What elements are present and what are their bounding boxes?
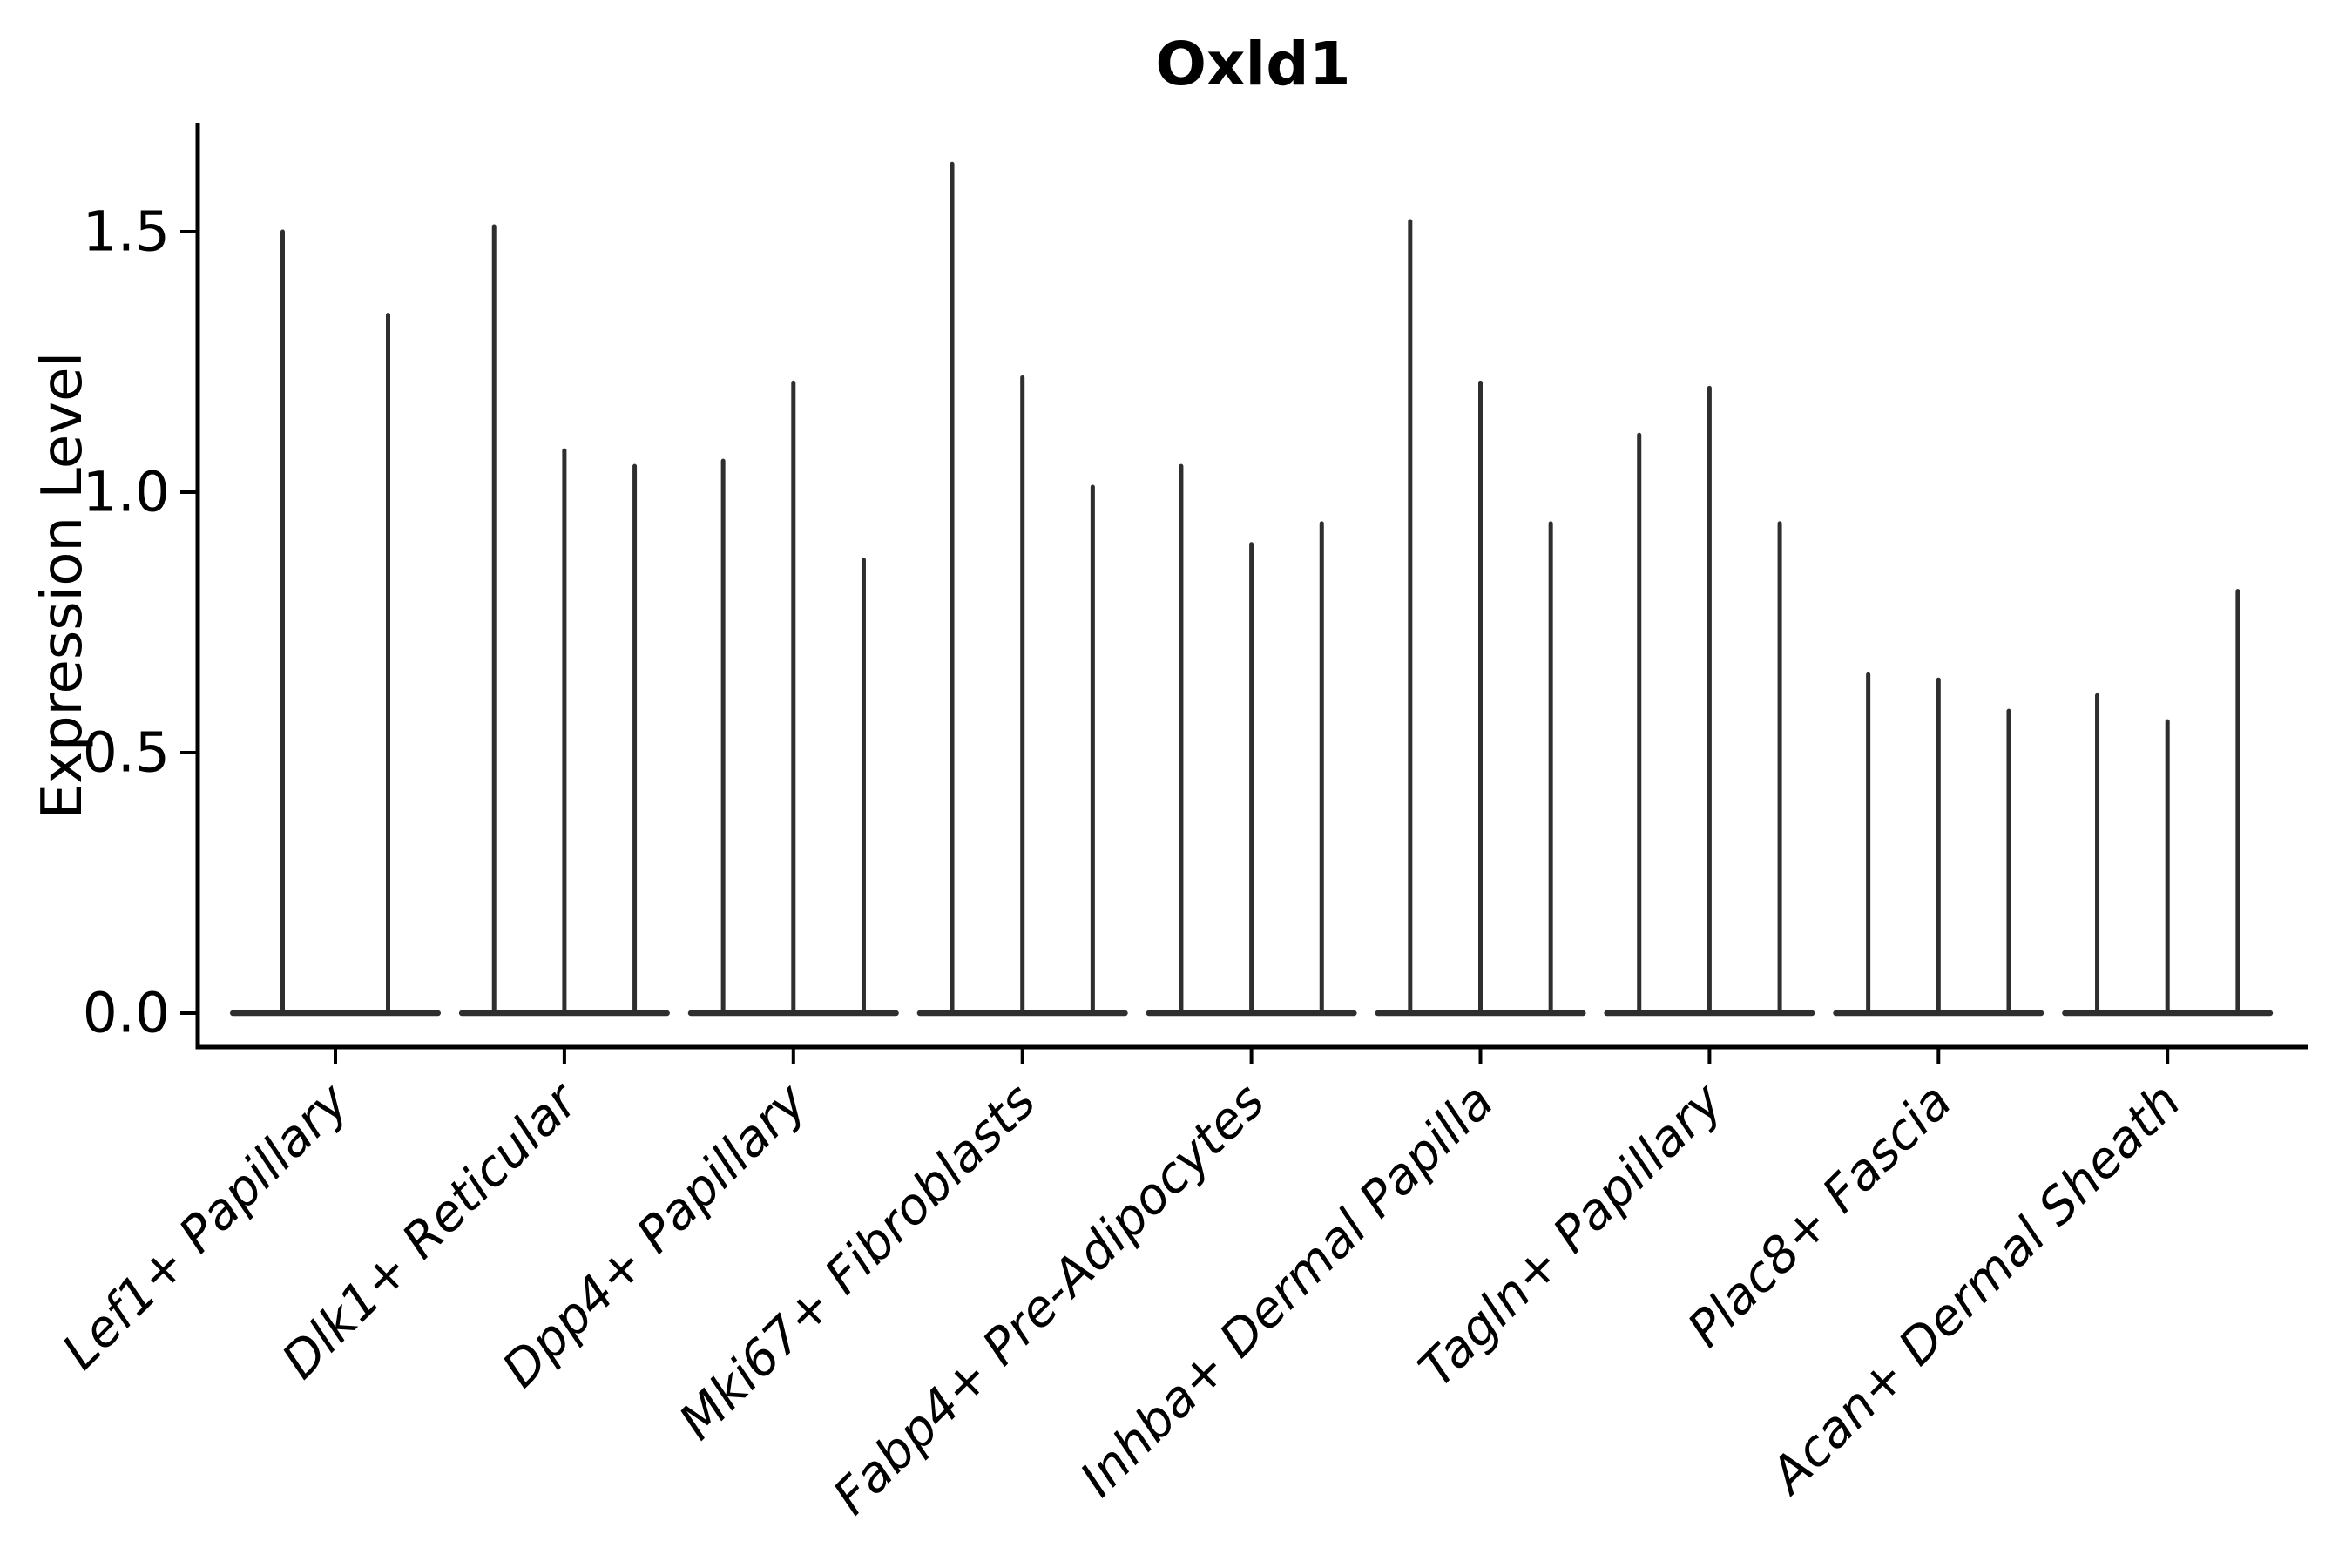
y-tick-label: 1.0: [83, 461, 170, 524]
y-tick-label: 0.5: [83, 721, 170, 785]
x-tick-label: Inhba+ Dermal Papilla: [1070, 1072, 1505, 1508]
violin-body: [230, 1010, 441, 1017]
y-axis-label: Expression Level: [30, 351, 95, 820]
y-tick-label: 1.5: [83, 200, 170, 264]
x-tick-label: Acan+ Dermal Sheath: [1758, 1072, 2192, 1506]
x-tick-label: Fabp4+ Pre-Adipocytes: [822, 1072, 1275, 1525]
plot-title: Oxld1: [1155, 30, 1351, 99]
y-tick-label: 0.0: [83, 982, 170, 1045]
